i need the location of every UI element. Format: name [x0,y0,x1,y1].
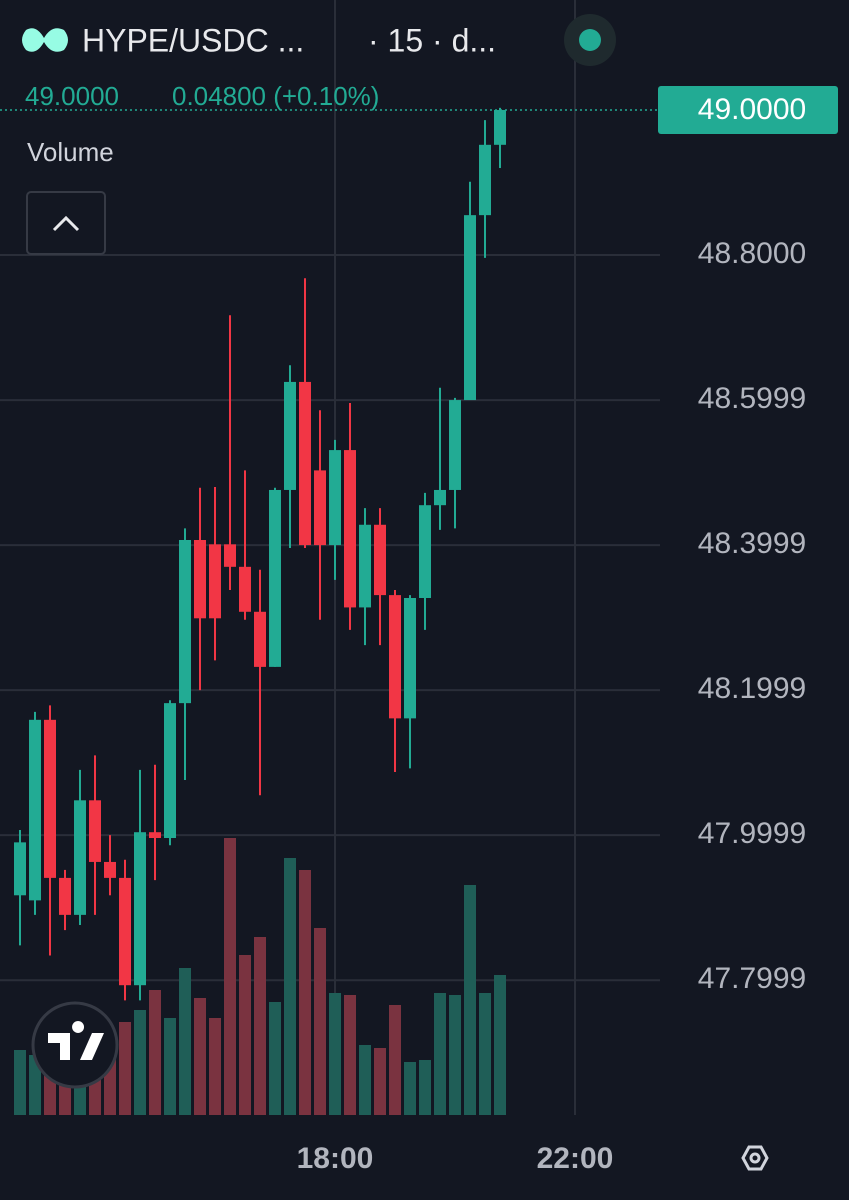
candle-body [358,524,371,608]
volume-bar [373,1048,386,1115]
volume-bar [283,858,296,1115]
volume-bar [163,1018,176,1115]
volume-bar [328,993,341,1115]
candle-body [148,832,161,839]
volume-pane [13,838,506,1115]
candle-body [448,400,461,490]
candle-body [253,611,266,667]
candle-body [268,489,281,667]
volume-bar [118,1022,131,1115]
candle-body [238,566,251,612]
candle-body [73,800,86,915]
volume-bar [28,1055,41,1115]
volume-bar [238,955,251,1115]
volume-bar [193,998,206,1115]
candle-body [163,703,176,839]
indicator-label: Volume [27,137,114,167]
candle-body [118,877,131,986]
candle-body [283,381,296,490]
candle-body [193,539,206,619]
candle-body [43,719,56,878]
candle-body [313,470,326,546]
volume-bar [253,937,266,1115]
status-dot [579,29,601,51]
volume-bar [148,990,161,1115]
candle-body [373,524,386,596]
volume-bar [448,995,461,1115]
candle-body [343,450,356,608]
price-pane [13,107,506,1001]
volume-bar [493,975,506,1115]
candle-body [478,144,491,216]
axes: 48.8000 48.5999 48.3999 48.1999 47.9999 47.79… [0,86,838,1175]
candle-body [133,832,146,986]
candle-body [103,861,116,878]
candle-body [463,215,476,401]
grid [0,0,660,1115]
volume-bar [313,928,326,1115]
candle-body [433,489,446,506]
candle-body [298,381,311,546]
y-tick-label: 48.8000 [698,237,806,270]
candle-body [28,719,41,901]
candle-body [208,544,221,619]
volume-bar [358,1045,371,1115]
volume-bar [433,993,446,1115]
candle-body [178,539,191,704]
candle-body [403,598,416,719]
candle-body [13,842,26,896]
volume-bar [388,1005,401,1115]
interval: · 15 · d... [368,22,496,58]
y-tick-label: 47.9999 [698,817,806,850]
candle-body [493,110,506,145]
y-tick-label: 48.3999 [698,527,806,560]
y-tick-label: 48.5999 [698,382,806,415]
volume-bar [463,885,476,1115]
symbol[interactable]: HYPE/USDC ... [82,22,304,58]
legend-change: 0.04800 (+0.10%) [172,81,379,111]
volume-bar [208,1018,221,1115]
y-tick-label: 48.1999 [698,672,806,705]
volume-bar [418,1060,431,1115]
volume-bar [298,870,311,1115]
collapse-button[interactable] [26,191,106,255]
volume-bar [133,1010,146,1115]
volume-bar [478,993,491,1115]
volume-bar [13,1050,26,1115]
volume-bar [403,1062,416,1115]
settings-icon[interactable] [741,1145,769,1171]
candle-body [388,595,401,719]
last-price-label: 49.0000 [698,93,806,126]
legend-price: 49.0000 [25,81,119,111]
candle-body [58,877,71,915]
candle-body [418,505,431,599]
symbol-logo [22,28,68,52]
volume-bar [343,995,356,1115]
chevron-icon [52,215,80,232]
candle-body [88,800,101,862]
y-tick-label: 47.7999 [698,962,806,995]
volume-bar [268,1002,281,1115]
volume-bar [178,968,191,1115]
last-price-tag [658,86,838,135]
x-tick-label: 22:00 [537,1142,614,1175]
x-tick-label: 18:00 [297,1142,374,1175]
volume-bar [223,838,236,1115]
candle-body [223,544,236,567]
candle-body [328,450,341,546]
tradingview-logo[interactable] [31,1001,119,1089]
